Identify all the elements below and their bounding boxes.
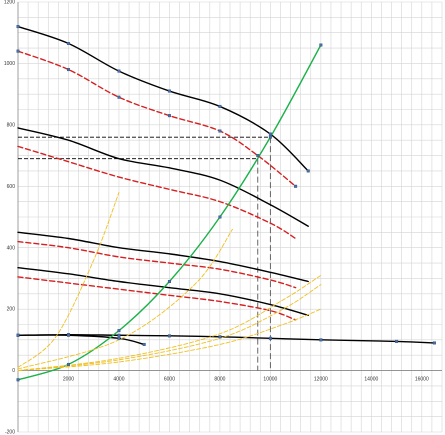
data-point-marker [167,334,171,338]
series-line-15 [17,284,322,372]
data-point-marker [167,89,171,93]
data-point-marker [432,341,436,345]
data-point-marker [218,104,222,108]
x-tick-label: 14000 [364,377,378,383]
data-point-marker [167,114,171,118]
x-tick-label: 12000 [314,377,328,383]
data-point-marker [16,378,20,382]
series-line-12 [17,191,120,368]
data-point-marker [66,333,70,337]
y-tick-label: 400 [7,245,16,251]
data-point-marker [167,280,171,284]
data-point-marker [66,362,70,366]
data-point-marker [142,342,146,346]
x-tick-label: 6000 [164,377,175,383]
data-point-marker [256,154,260,158]
x-tick-label: 10000 [263,377,277,383]
data-point-marker [117,329,121,333]
series-line-10 [17,334,145,346]
data-point-marker [218,335,222,339]
data-point-marker [218,215,222,219]
y-tick-label: 1000 [4,61,15,67]
data-point-marker [16,333,20,337]
series-line-7 [17,266,309,316]
data-point-marker [117,333,121,337]
data-point-marker [66,41,70,45]
x-tick-label: 16000 [415,377,429,383]
series-line-16 [17,308,322,372]
data-point-marker [16,25,20,29]
data-point-marker [306,169,310,173]
series-line-11 [17,44,322,381]
series-line-3 [17,127,309,227]
series-line-14 [17,274,322,372]
data-point-marker [294,184,298,188]
data-point-marker [218,129,222,133]
data-point-marker [117,336,121,340]
data-point-marker [319,338,323,342]
x-tick-label: 4000 [113,377,124,383]
data-point-marker [268,336,272,340]
series-line-4 [17,145,297,240]
data-point-marker [117,95,121,99]
y-tick-label: -200 [5,430,15,435]
data-point-marker [66,68,70,72]
tick-labels: -200 0 200 400 600 800 1000 1200 2000 4000 6000 800… [4,0,429,435]
data-point-marker [319,43,323,47]
y-tick-label: 600 [7,184,16,190]
series-line-8 [17,276,297,321]
data-point-marker [16,49,20,53]
series-markers [16,25,436,382]
data-point-marker [268,132,272,136]
y-tick-label: 200 [7,307,16,313]
series-line-5 [17,231,309,283]
y-tick-label: 800 [7,122,16,128]
y-tick-label: 0 [12,368,15,374]
x-tick-label: 8000 [214,377,225,383]
data-point-marker [268,135,272,139]
data-point-marker [117,69,121,73]
x-tick-label: 2000 [63,377,74,383]
data-point-marker [395,339,399,343]
series-line-13 [17,228,233,370]
axes [17,2,442,432]
y-tick-label: 1200 [4,0,15,6]
series-line-6 [17,240,297,289]
